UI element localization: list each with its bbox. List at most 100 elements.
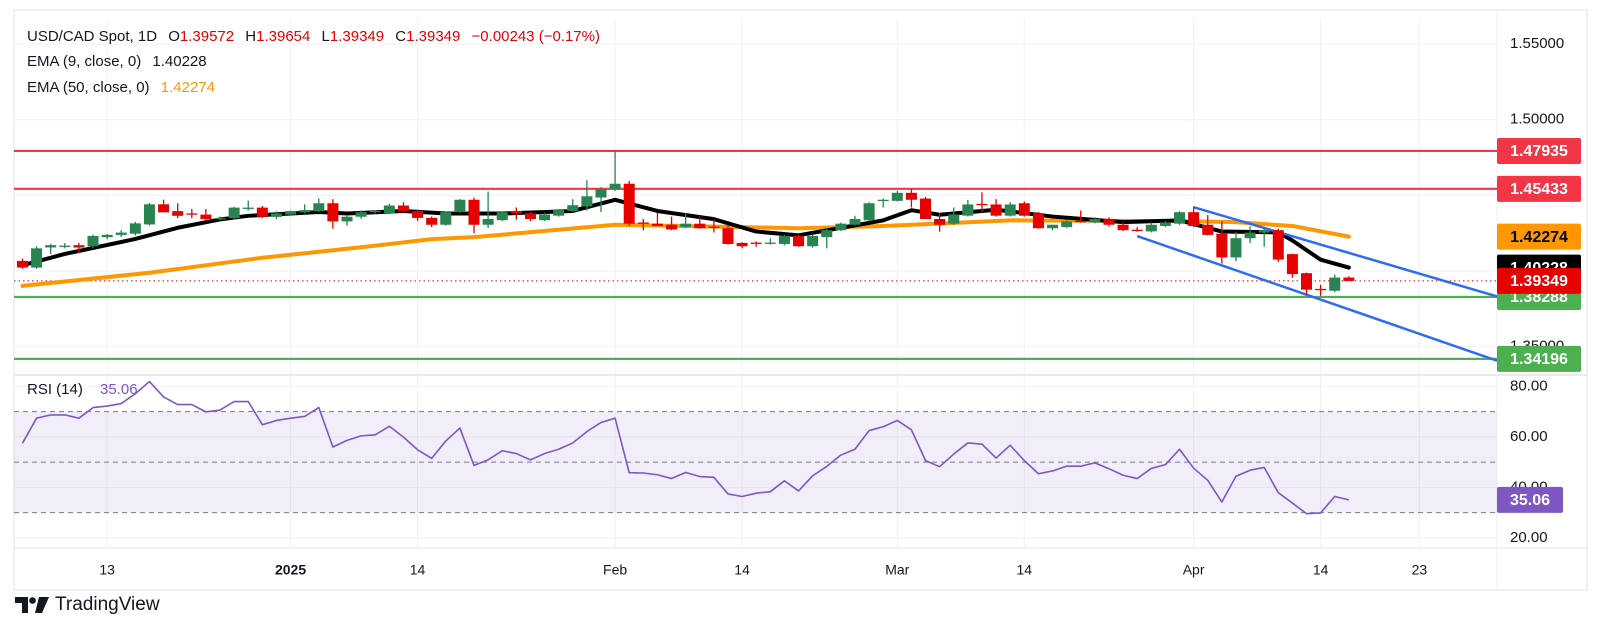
candle bbox=[1145, 222, 1157, 233]
rsi-legend-value: 35.06 bbox=[100, 381, 138, 398]
candle-body bbox=[214, 218, 226, 220]
candle bbox=[214, 216, 226, 221]
candle bbox=[666, 216, 678, 231]
candle bbox=[1343, 276, 1355, 281]
candle bbox=[313, 198, 325, 213]
price-axis-tick: 1.50000 bbox=[1510, 111, 1564, 128]
candle bbox=[1089, 217, 1101, 224]
candle bbox=[1188, 206, 1200, 228]
candle-body bbox=[976, 203, 988, 206]
low-value: 1.39349 bbox=[329, 28, 385, 45]
price-axis-label: 1.39349 bbox=[1510, 273, 1568, 290]
candle bbox=[623, 181, 635, 226]
candle-body bbox=[1343, 277, 1355, 281]
ema50-legend[interactable]: EMA (50, close, 0) 1.42274 bbox=[27, 78, 215, 98]
time-axis-label: 23 bbox=[1412, 562, 1428, 578]
candle bbox=[129, 221, 141, 236]
candle bbox=[299, 204, 311, 214]
candle bbox=[962, 199, 974, 217]
candle bbox=[637, 218, 649, 231]
candle bbox=[750, 241, 762, 247]
candle-body bbox=[1047, 224, 1059, 229]
candle bbox=[440, 211, 452, 226]
candle bbox=[482, 191, 494, 228]
candle-body bbox=[524, 213, 536, 219]
time-axis-label: 2025 bbox=[275, 562, 306, 578]
candle-body bbox=[1315, 288, 1327, 291]
candle bbox=[242, 200, 254, 211]
candle-body bbox=[16, 260, 28, 268]
candle-body bbox=[270, 213, 282, 217]
candle bbox=[59, 243, 71, 249]
candle-body bbox=[637, 222, 649, 224]
candle-body bbox=[1018, 203, 1030, 216]
candle-body bbox=[863, 203, 875, 221]
symbol-legend: USD/CAD Spot, 1D O1.39572 H1.39654 L1.39… bbox=[27, 27, 600, 47]
candle-body bbox=[849, 218, 861, 225]
candle bbox=[327, 199, 339, 229]
candle bbox=[1032, 212, 1044, 229]
candle bbox=[468, 197, 480, 234]
ema9-label: EMA (9, close, 0) bbox=[27, 53, 142, 70]
candle-body bbox=[1004, 204, 1016, 216]
price-pane bbox=[14, 149, 1497, 362]
candle-body bbox=[595, 189, 607, 198]
candle bbox=[228, 206, 240, 220]
high-value: 1.39654 bbox=[256, 28, 311, 45]
candle-body bbox=[172, 211, 184, 216]
candle-body bbox=[200, 214, 212, 220]
candle-body bbox=[468, 199, 480, 225]
candle bbox=[31, 246, 43, 269]
candle bbox=[454, 199, 466, 213]
candle-body bbox=[426, 217, 438, 225]
rsi-value-axis-label: 35.06 bbox=[1510, 492, 1550, 509]
resistance-price-label: 1.45433 bbox=[1510, 181, 1568, 198]
candle bbox=[1301, 272, 1313, 295]
candle bbox=[835, 222, 847, 231]
candle-body bbox=[581, 196, 593, 207]
candle bbox=[1216, 221, 1228, 264]
candle bbox=[1258, 227, 1270, 247]
resistance-price-label-bg bbox=[1497, 137, 1581, 164]
rsi-axis-tick: 20.00 bbox=[1510, 529, 1548, 546]
candle-body bbox=[73, 245, 85, 248]
candle-body bbox=[1230, 238, 1242, 258]
ema50-line bbox=[20, 218, 1351, 288]
candle bbox=[1103, 217, 1115, 227]
candle bbox=[1018, 201, 1030, 217]
candle bbox=[510, 207, 522, 220]
candle-body bbox=[807, 235, 819, 247]
candle bbox=[1075, 210, 1087, 223]
candle bbox=[45, 243, 57, 255]
candle bbox=[934, 212, 946, 232]
price-axis-tick: 1.55000 bbox=[1510, 35, 1564, 52]
support-price-label-bg bbox=[1497, 345, 1581, 372]
candle-body bbox=[1301, 273, 1313, 290]
candle-body bbox=[1075, 220, 1087, 223]
candle bbox=[383, 203, 395, 215]
candle bbox=[1315, 284, 1327, 296]
candle bbox=[143, 202, 155, 226]
symbol-title: USD/CAD Spot, 1D bbox=[27, 28, 158, 45]
ema9-legend[interactable]: EMA (9, close, 0) 1.40228 bbox=[27, 52, 207, 72]
candle bbox=[539, 212, 551, 222]
candle bbox=[1329, 274, 1341, 293]
tradingview-logo[interactable]: TradingView bbox=[15, 594, 160, 616]
candle bbox=[1272, 228, 1284, 262]
time-axis-label: 13 bbox=[99, 562, 115, 578]
candle-body bbox=[59, 245, 71, 247]
resistance-price-label: 1.47935 bbox=[1510, 143, 1568, 160]
candle bbox=[73, 243, 85, 254]
candle bbox=[651, 212, 663, 226]
open-value: 1.39572 bbox=[179, 28, 235, 45]
candle bbox=[270, 211, 282, 219]
candle bbox=[285, 210, 297, 216]
candle bbox=[412, 209, 424, 222]
candle bbox=[1244, 226, 1256, 244]
candle-body bbox=[553, 209, 565, 216]
ema9-value: 1.40228 bbox=[152, 53, 207, 70]
candle bbox=[905, 189, 917, 208]
candle bbox=[764, 238, 776, 245]
time-axis-label: Mar bbox=[885, 562, 909, 578]
